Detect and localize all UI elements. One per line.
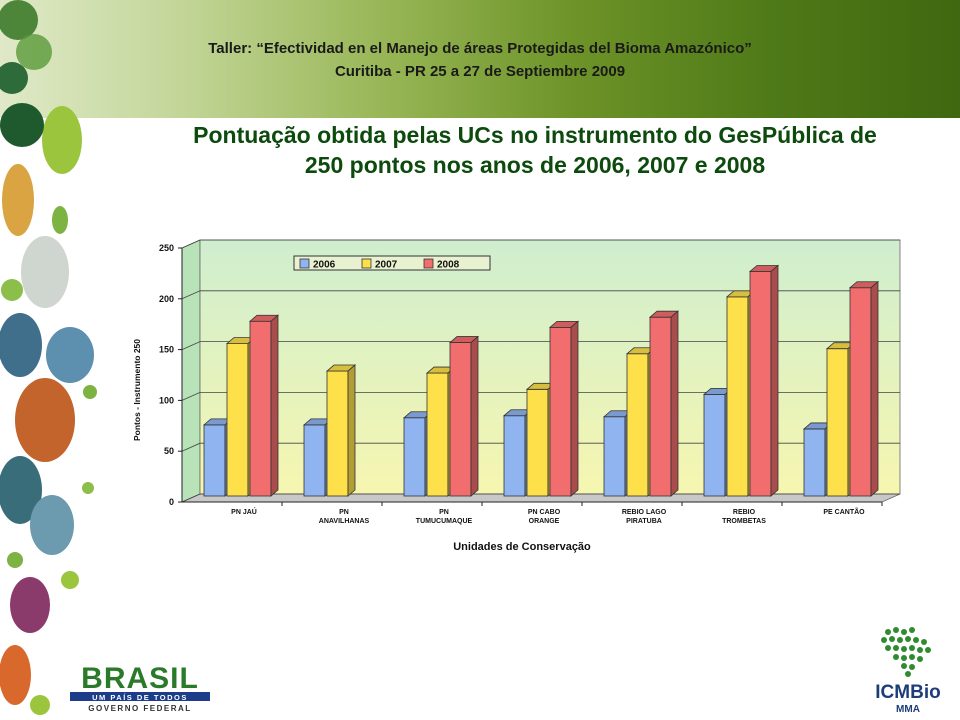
bar-side [470, 335, 479, 497]
bar-2008 [648, 310, 680, 497]
slide-title: Pontuação obtida pelas UCs no instrument… [110, 120, 960, 180]
bar-front [603, 416, 626, 497]
legend-swatch [361, 258, 372, 269]
bar-front [849, 287, 872, 497]
bar-side [270, 314, 279, 497]
x-tick-label: REBIO [733, 509, 756, 516]
legend: 2006 2007 2008 [293, 255, 491, 271]
bar-side [570, 320, 579, 497]
gridline [181, 290, 900, 300]
y-tick-label: 50 [164, 446, 174, 456]
bar-2008 [248, 314, 280, 497]
bar-side [870, 280, 879, 497]
bar-2008 [748, 264, 780, 497]
x-tick-label: PN [339, 509, 349, 516]
bar-front [549, 326, 572, 497]
bar-2008 [848, 280, 880, 497]
bar-side [347, 364, 356, 497]
bar-front [526, 388, 549, 497]
legend-label: 2008 [437, 260, 460, 271]
bar-front [449, 342, 472, 497]
bar-front [249, 320, 272, 497]
x-tick-label: ANAVILHANAS [319, 518, 370, 525]
bar-front [703, 393, 726, 497]
x-axis: PN JAÚ PN ANAVILHANAS PN TUMUCUMAQUE PN CABO O… [231, 502, 883, 525]
nature-decoration [0, 0, 97, 715]
x-axis-label: Unidades de Conservação [453, 541, 591, 553]
icmbio-logo: ICMBio MMA [875, 627, 941, 715]
x-tick-label: PN JAÚ [231, 507, 257, 516]
x-tick-label: TROMBETAS [722, 518, 766, 525]
gridline [181, 239, 900, 249]
bar-2008 [448, 335, 480, 497]
legend-label: 2006 [313, 260, 336, 271]
bar-front [726, 296, 749, 497]
slide-title-line-2: 250 pontos nos anos de 2006, 2007 e 2008 [304, 152, 766, 178]
y-tick-label: 0 [169, 497, 174, 507]
legend-swatch [423, 258, 434, 269]
bar-front [326, 370, 349, 497]
header-band [0, 0, 960, 118]
legend-box [293, 255, 491, 271]
y-tick-label: 200 [159, 294, 174, 304]
y-axis: 0 50 100 150 200 250 [159, 243, 882, 507]
legend-swatch [299, 258, 310, 269]
y-tick-label: 150 [159, 345, 174, 355]
x-tick-label: PN CABO [528, 509, 561, 516]
chart-svg: 0 50 100 150 200 250 PN JAÚ PN ANAVILHANAS PN TUM… [132, 239, 901, 553]
brasil-government-logo: BRASIL UM PAÍS DE TODOS GOVERNO FEDERAL [70, 662, 210, 712]
x-tick-label: ORANGE [529, 518, 560, 525]
x-tick-label: PN [439, 509, 449, 516]
x-tick-label: PE CANTÃO [823, 507, 865, 516]
bar-side [770, 264, 779, 497]
y-tick-label: 250 [159, 243, 174, 253]
y-axis-label: Pontos - Instrumento 250 [132, 339, 142, 441]
bar-front [426, 372, 449, 497]
icmbio-logo-name: ICMBio [875, 682, 940, 703]
bar-front [626, 353, 649, 497]
bar-side [670, 310, 679, 497]
bar-front [226, 343, 249, 497]
bar-front [826, 348, 849, 497]
brasil-logo-sub: GOVERNO FEDERAL [88, 704, 191, 712]
bar-front [303, 424, 326, 497]
brasil-logo-word: BRASIL [81, 662, 199, 695]
bar-front [403, 417, 426, 497]
x-tick-label: TUMUCUMAQUE [416, 518, 473, 525]
bars [202, 264, 880, 497]
bar-front [649, 316, 672, 497]
workshop-location-date: Curitiba - PR 25 a 27 de Septiembre 2009 [334, 63, 626, 80]
workshop-title: Taller: “Efectividad en el Manejo de áre… [208, 40, 752, 57]
x-tick-label: PIRATUBA [626, 518, 662, 525]
brasil-logo-tagline: UM PAÍS DE TODOS [92, 693, 188, 702]
bar-2007 [325, 364, 357, 497]
bar-2008 [548, 320, 580, 497]
icmbio-logo-sub: MMA [896, 704, 920, 715]
x-tick-label: REBIO LAGO [622, 509, 667, 516]
bar-front [203, 424, 226, 497]
y-tick-label: 100 [159, 395, 174, 405]
legend-label: 2007 [375, 260, 398, 271]
bar-front [803, 428, 826, 497]
slide-title-line-1: Pontuação obtida pelas UCs no instrument… [193, 122, 877, 148]
bar-chart: 0 50 100 150 200 250 PN JAÚ PN ANAVILHANAS PN TUM… [120, 230, 920, 560]
bar-front [749, 271, 772, 497]
bar-front [503, 415, 526, 497]
side-wall [181, 239, 201, 503]
